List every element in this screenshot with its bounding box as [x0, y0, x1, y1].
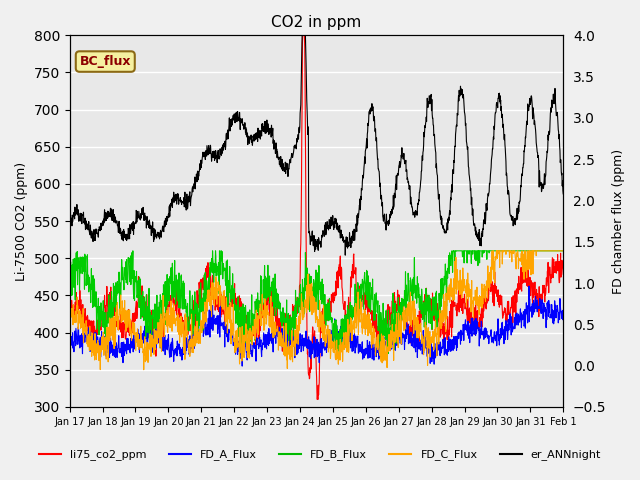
Y-axis label: Li-7500 CO2 (ppm): Li-7500 CO2 (ppm) — [15, 162, 28, 281]
Title: CO2 in ppm: CO2 in ppm — [271, 15, 362, 30]
Legend: li75_co2_ppm, FD_A_Flux, FD_B_Flux, FD_C_Flux, er_ANNnight: li75_co2_ppm, FD_A_Flux, FD_B_Flux, FD_C… — [35, 445, 605, 465]
Y-axis label: FD chamber flux (ppm): FD chamber flux (ppm) — [612, 148, 625, 294]
Text: BC_flux: BC_flux — [79, 55, 131, 68]
